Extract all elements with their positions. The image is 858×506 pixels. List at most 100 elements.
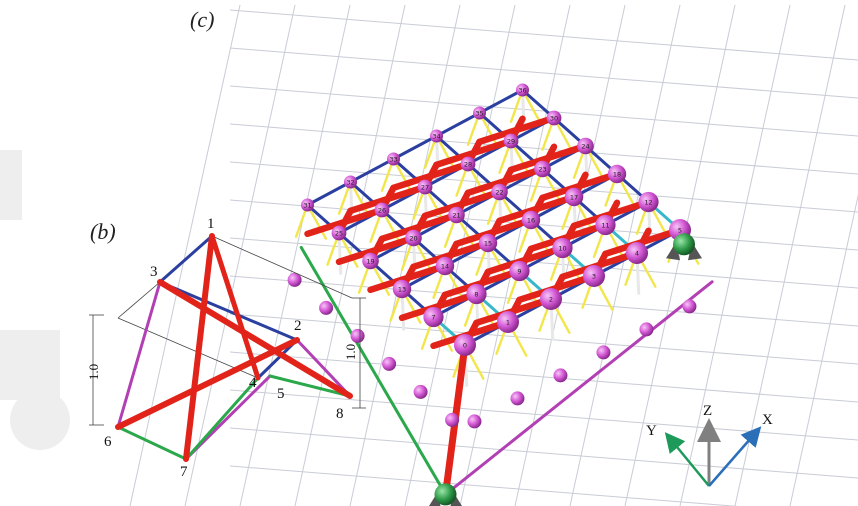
node-ball (435, 256, 455, 276)
panel-b-label: (b) (90, 219, 116, 244)
grid-line (349, 4, 461, 506)
node-ball-label: 34 (432, 133, 440, 141)
dimension-line (211, 235, 353, 299)
node-ball (362, 252, 379, 270)
node-ball-label: 9 (517, 268, 521, 276)
node-ball-label: 5 (678, 227, 682, 235)
node-ball (607, 164, 627, 184)
green-cable (184, 376, 260, 461)
red-strut (390, 160, 472, 192)
node-ball (491, 183, 508, 201)
nodes: 0123457891011121314151617181920212223242… (287, 83, 697, 429)
node-ball (392, 279, 412, 299)
node-ball (430, 129, 443, 143)
node-ball-label: 2 (549, 296, 553, 304)
node-ball (454, 334, 476, 356)
x-axis-arrow (708, 426, 762, 487)
red-strut (378, 211, 460, 243)
node-ball-label: 31 (303, 202, 311, 210)
dimension-label-left: 1.0 (86, 364, 101, 380)
node-label: 2 (294, 318, 302, 334)
grid-line (229, 9, 858, 61)
node-ball (521, 210, 541, 230)
node-ball (503, 133, 519, 149)
node-ball (596, 345, 611, 360)
red-strut (347, 183, 429, 215)
red-strut (398, 290, 480, 322)
red-strut (559, 249, 641, 281)
node-ball (287, 272, 302, 287)
red-strut (473, 295, 555, 327)
node-ball (577, 137, 594, 155)
node-ball-label: 13 (398, 286, 406, 294)
red-strut (209, 233, 261, 381)
node-ball-label: 30 (550, 115, 558, 123)
node-ball (510, 391, 525, 406)
node-ball (319, 300, 334, 315)
node-ball (553, 368, 568, 383)
node-ball-label: 18 (613, 171, 621, 179)
red-strut (115, 337, 300, 430)
node-ball (423, 306, 444, 328)
node-ball (445, 412, 460, 427)
dimension-lines (89, 235, 366, 426)
node-ball (460, 156, 476, 172)
grid-line (404, 4, 516, 506)
node-ball (516, 83, 529, 97)
red-strut (157, 279, 353, 399)
red-strut (527, 221, 609, 253)
node-ball (466, 283, 487, 305)
support-ball (434, 483, 457, 506)
green-cable (268, 374, 352, 398)
grid-line (624, 4, 736, 506)
dimension-line (117, 281, 161, 319)
node-ball-label: 32 (346, 179, 354, 187)
node-ball (564, 187, 584, 207)
node-ball (546, 110, 562, 126)
node-ball-label: 35 (475, 110, 483, 118)
node-ball-label: 26 (378, 207, 386, 215)
y-axis-arrow (664, 432, 710, 487)
node-ball (639, 322, 654, 337)
grid-line (229, 351, 858, 403)
blue-cable (478, 88, 524, 115)
node-ball (382, 356, 397, 371)
node-ball (473, 106, 486, 120)
node-ball (552, 237, 573, 259)
grid-line (789, 193, 858, 506)
pin-support-front (429, 483, 462, 506)
grid-line (229, 465, 739, 506)
blue-cable (349, 157, 395, 184)
node-ball (682, 299, 697, 314)
node-ball (534, 160, 551, 178)
node-label: 5 (277, 386, 285, 402)
node-ball (413, 384, 428, 399)
grid-line (129, 4, 241, 506)
blue-cable (158, 234, 214, 284)
node-ball-label: 1 (506, 319, 510, 327)
node-ball-label: 17 (570, 194, 578, 202)
background-emblem (0, 150, 70, 450)
node-ball-label: 4 (635, 250, 639, 258)
node-ball-label: 10 (558, 245, 566, 253)
node-ball (509, 260, 530, 282)
node-ball (583, 265, 605, 287)
red-strut (335, 234, 417, 266)
node-ball-label: 28 (464, 161, 472, 169)
node-ball-label: 3 (592, 273, 596, 281)
blue-cable (392, 134, 438, 161)
node-ball-label: 12 (644, 199, 652, 207)
red-strut (410, 239, 492, 271)
node-ball (478, 233, 498, 253)
node-ball-label: 20 (409, 235, 417, 243)
node-ball (638, 191, 659, 213)
magenta-cable (444, 280, 714, 496)
node-ball-label: 33 (389, 156, 397, 164)
axes-triad: Z Y X (646, 403, 773, 487)
red-strut (496, 193, 578, 225)
grid-line (229, 199, 858, 251)
node-ball-label: 14 (441, 263, 449, 271)
red-strut (516, 272, 598, 304)
node-ball-label: 29 (507, 138, 515, 146)
